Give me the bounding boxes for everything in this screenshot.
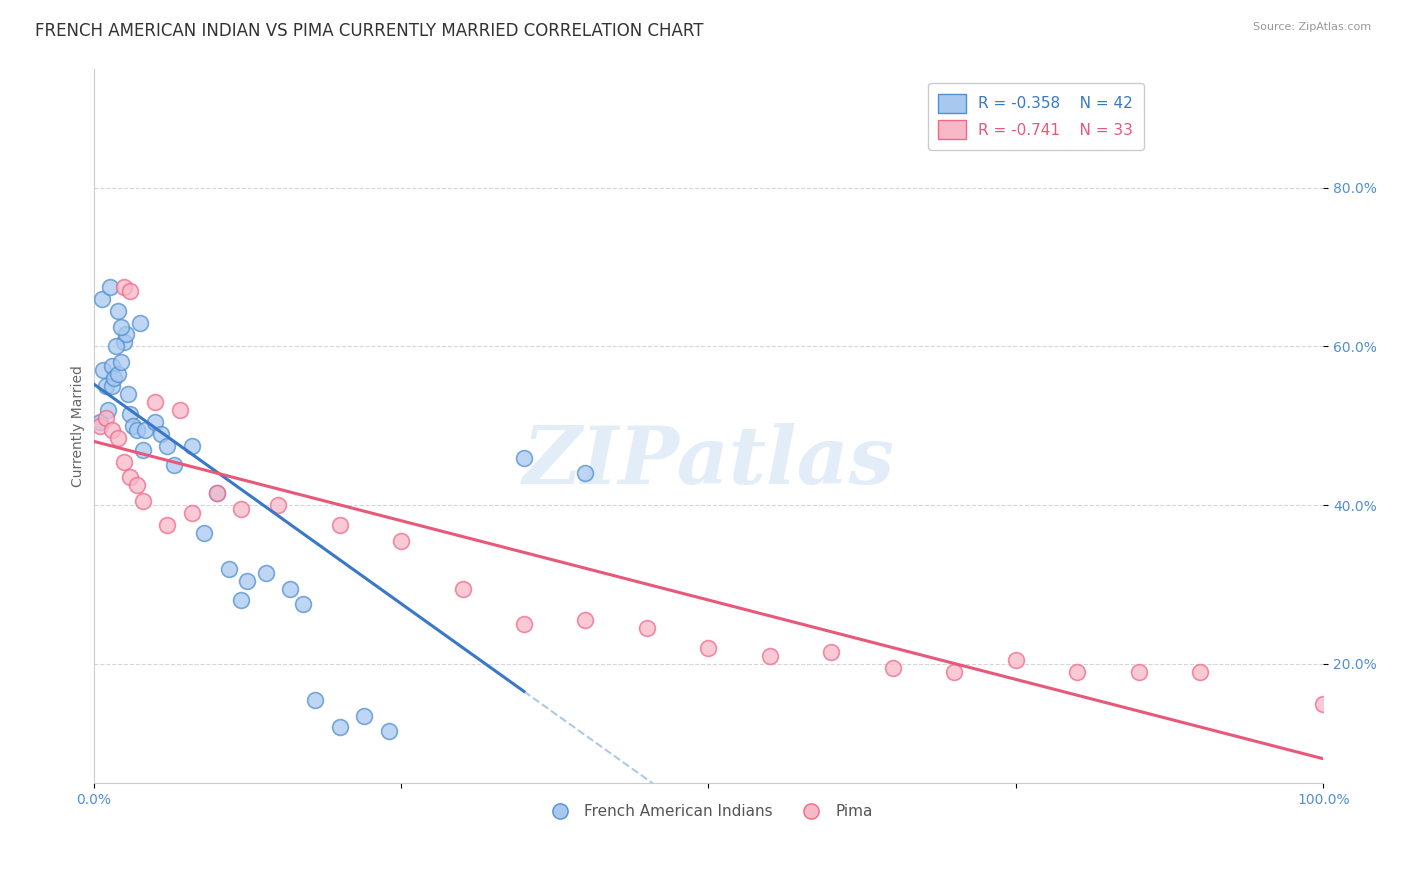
Point: [162, 458, 184, 473]
Point: [254, 566, 277, 580]
Point: [291, 598, 314, 612]
Point: [94, 379, 117, 393]
Point: [759, 648, 782, 663]
Point: [110, 319, 132, 334]
Point: [120, 407, 142, 421]
Point: [125, 423, 148, 437]
Text: ZIPatlas: ZIPatlas: [523, 423, 894, 500]
Point: [636, 621, 658, 635]
Point: [218, 562, 240, 576]
Point: [91, 292, 114, 306]
Point: [328, 721, 350, 735]
Point: [328, 518, 350, 533]
Point: [574, 613, 596, 627]
Point: [110, 355, 132, 369]
Point: [181, 506, 204, 520]
Point: [377, 724, 399, 739]
Point: [129, 316, 152, 330]
Point: [93, 363, 115, 377]
Point: [143, 415, 166, 429]
Point: [107, 303, 129, 318]
Point: [820, 645, 842, 659]
Point: [104, 339, 127, 353]
Point: [231, 593, 253, 607]
Point: [513, 450, 536, 465]
Point: [101, 423, 124, 437]
Point: [574, 467, 596, 481]
Point: [513, 617, 536, 632]
Point: [236, 574, 259, 588]
Point: [205, 486, 228, 500]
Point: [389, 533, 412, 548]
Point: [697, 641, 720, 656]
Point: [89, 418, 111, 433]
Point: [181, 439, 204, 453]
Point: [112, 335, 135, 350]
Point: [267, 498, 290, 512]
Y-axis label: Currently Married: Currently Married: [72, 365, 86, 487]
Point: [205, 486, 228, 500]
Point: [134, 423, 156, 437]
Point: [97, 403, 120, 417]
Point: [1066, 665, 1088, 679]
Point: [169, 403, 191, 417]
Point: [114, 327, 136, 342]
Point: [156, 518, 179, 533]
Point: [1189, 665, 1212, 679]
Point: [132, 494, 155, 508]
Point: [107, 431, 129, 445]
Point: [117, 387, 139, 401]
Text: FRENCH AMERICAN INDIAN VS PIMA CURRENTLY MARRIED CORRELATION CHART: FRENCH AMERICAN INDIAN VS PIMA CURRENTLY…: [35, 22, 703, 40]
Point: [101, 379, 124, 393]
Point: [122, 418, 145, 433]
Point: [150, 426, 173, 441]
Point: [120, 470, 142, 484]
Point: [451, 582, 474, 596]
Point: [120, 284, 142, 298]
Point: [94, 410, 117, 425]
Point: [882, 661, 904, 675]
Point: [943, 665, 966, 679]
Point: [1005, 653, 1028, 667]
Point: [103, 371, 125, 385]
Text: Source: ZipAtlas.com: Source: ZipAtlas.com: [1253, 22, 1371, 32]
Point: [89, 415, 111, 429]
Point: [231, 502, 253, 516]
Point: [132, 442, 155, 457]
Point: [278, 582, 301, 596]
Point: [156, 439, 179, 453]
Point: [304, 692, 326, 706]
Point: [1312, 697, 1334, 711]
Point: [98, 280, 121, 294]
Point: [1128, 665, 1150, 679]
Point: [101, 359, 124, 374]
Point: [353, 708, 375, 723]
Legend: French American Indians, Pima: French American Indians, Pima: [538, 798, 879, 825]
Point: [143, 395, 166, 409]
Point: [125, 478, 148, 492]
Point: [112, 280, 135, 294]
Point: [112, 454, 135, 468]
Point: [107, 367, 129, 381]
Point: [193, 525, 215, 540]
